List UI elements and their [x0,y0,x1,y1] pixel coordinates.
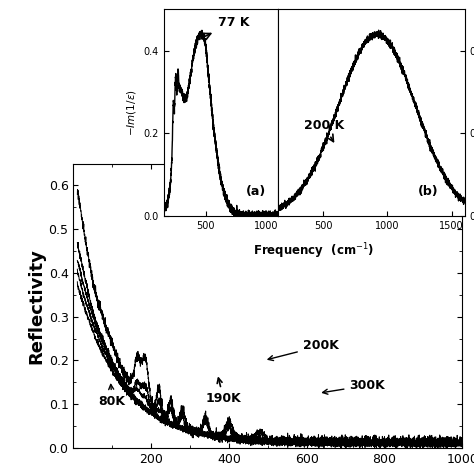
Text: (a): (a) [246,185,266,198]
Text: Frequency  (cm$^{-1}$): Frequency (cm$^{-1}$) [254,242,374,261]
Text: 200 K: 200 K [304,119,344,142]
Text: 300K: 300K [323,379,385,394]
Text: 190K: 190K [206,378,241,405]
Text: 200K: 200K [268,339,338,361]
Text: (b): (b) [418,185,438,198]
Text: 80K: 80K [99,384,126,408]
Text: 77 K: 77 K [203,16,249,39]
Y-axis label: $-Im(1/\varepsilon)$: $-Im(1/\varepsilon)$ [125,89,138,136]
Y-axis label: Reflectivity: Reflectivity [28,248,46,364]
